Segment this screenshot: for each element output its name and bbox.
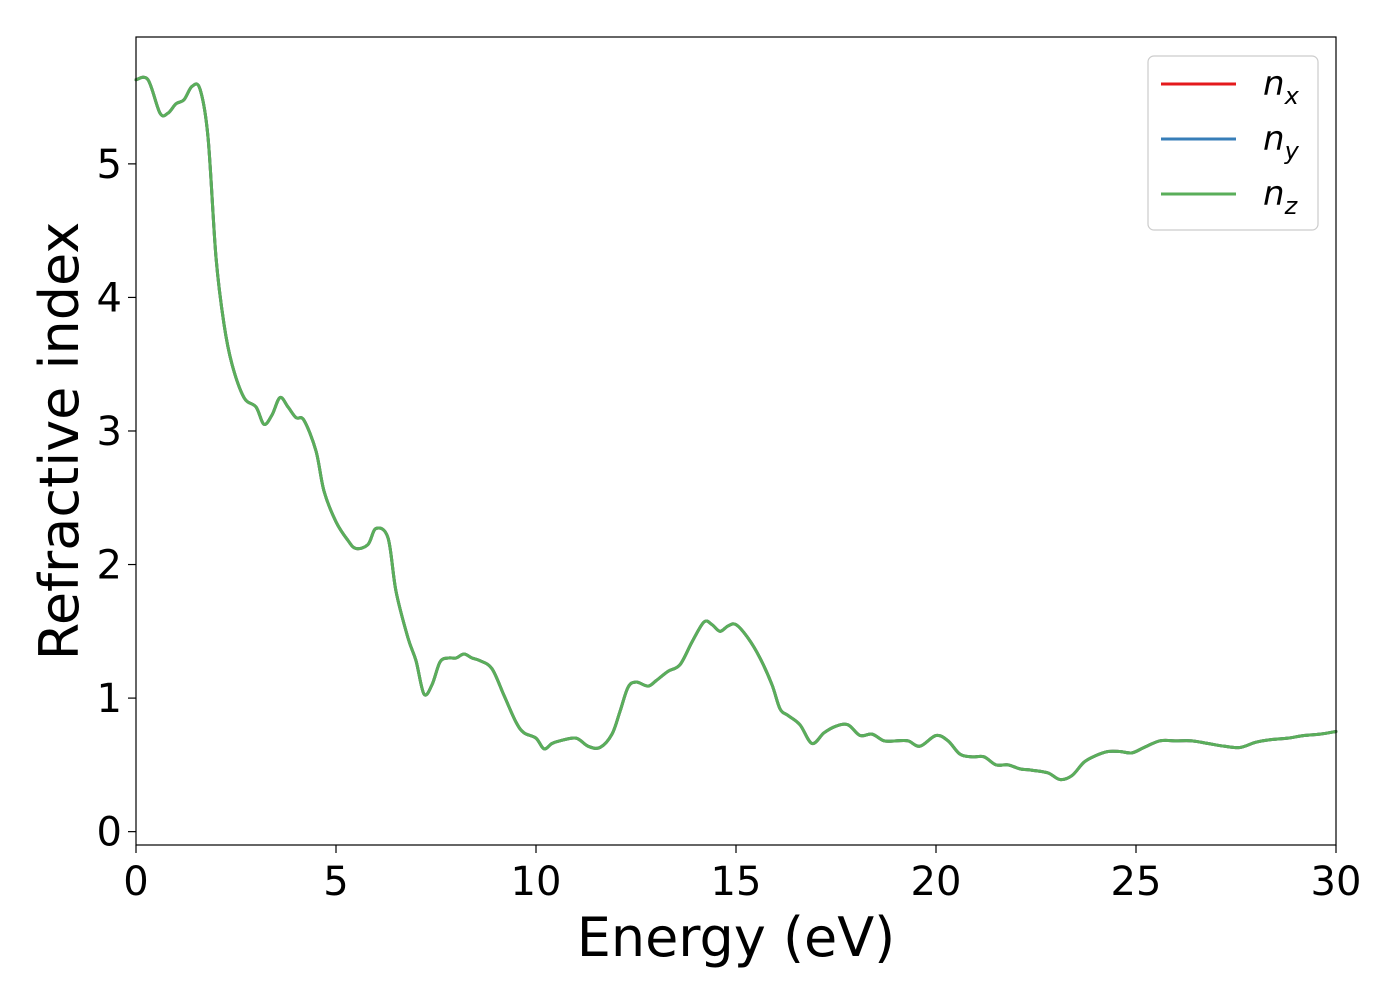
series-line-n-z [134,75,1338,782]
y-tick-label: 4 [97,275,122,321]
series-layer [134,75,1338,782]
legend-label-n-y: ny [1263,119,1300,165]
ticks-layer: 0 5 10 15 20 25 30 0 1 2 3 4 5 [97,142,1362,905]
y-axis-title: Refractive index [28,222,91,661]
legend-label-n-x: nx [1263,64,1300,110]
legend: nx ny nz [1147,55,1319,231]
y-tick-label: 0 [97,810,122,856]
y-tick-label: 1 [97,676,122,722]
y-tick-label: 3 [97,409,122,455]
x-tick-label: 0 [123,859,148,905]
legend-box [1147,55,1319,231]
legend-label-n-z: nz [1263,174,1299,220]
x-axis-title: Energy (eV) [577,906,896,969]
x-tick-label: 20 [911,859,962,905]
y-tick-label: 5 [97,142,122,188]
x-tick-label: 25 [1111,859,1162,905]
x-tick-label: 15 [711,859,762,905]
x-tick-label: 30 [1311,859,1362,905]
x-tick-label: 5 [323,859,348,905]
y-tick-label: 2 [97,543,122,589]
x-tick-label: 10 [511,859,562,905]
